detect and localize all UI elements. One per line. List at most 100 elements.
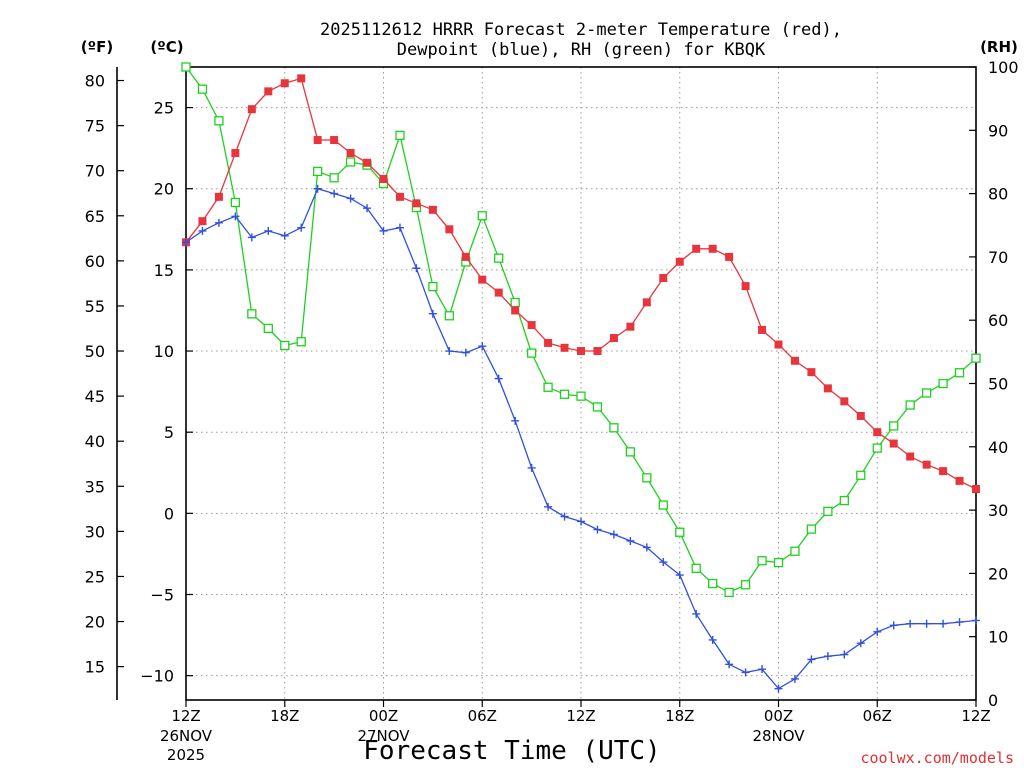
dewpoint-point — [445, 347, 454, 356]
celsius-tick-label: 25 — [154, 99, 174, 118]
dewpoint-line — [185, 187, 977, 690]
dewpoint-point — [247, 233, 256, 242]
dewpoint-point — [363, 204, 372, 213]
temperature-point — [478, 275, 487, 284]
rh-point — [214, 116, 224, 126]
rh-point — [675, 527, 685, 537]
rh-tick-label: 60 — [988, 311, 1008, 330]
rh-point — [181, 62, 191, 72]
rh-tick-label: 30 — [988, 501, 1008, 520]
dewpoint-point — [692, 609, 701, 618]
rh-tick-label: 0 — [988, 691, 998, 710]
temperature-point — [297, 74, 306, 83]
temperature-point — [445, 225, 454, 234]
temperature-point — [725, 252, 734, 261]
rh-point — [526, 348, 537, 358]
temperature-point — [527, 321, 536, 330]
temperature-point — [198, 217, 207, 226]
fahrenheit-tick-label: 55 — [85, 297, 105, 316]
dewpoint-point — [609, 530, 618, 539]
celsius-tick-label: −10 — [140, 667, 174, 686]
temperature-point — [609, 334, 618, 343]
dewpoint-point — [675, 571, 684, 580]
temperature-point — [593, 347, 602, 356]
rh-tick-label: 20 — [988, 564, 1008, 583]
fahrenheit-unit-label: (ºF) — [81, 38, 113, 56]
temperature-point — [247, 105, 256, 114]
dewpoint-point — [708, 635, 717, 644]
rh-point — [494, 253, 504, 263]
temperature-point — [214, 192, 223, 201]
rh-tick-label: 100 — [988, 58, 1019, 77]
dewpoint-point — [873, 627, 882, 636]
temperature-point — [675, 257, 684, 266]
rh-point — [329, 173, 339, 183]
dewpoint-point — [297, 223, 306, 232]
rh-unit-label: (RH) — [980, 38, 1018, 56]
rh-point — [740, 580, 751, 590]
temperature-point — [280, 79, 289, 88]
dewpoint-point — [577, 517, 585, 526]
dewpoint-point — [264, 226, 273, 235]
temperature-point — [577, 347, 585, 356]
celsius-tick-label: 0 — [164, 504, 174, 523]
temperature-point — [412, 199, 421, 208]
temperature-point — [395, 192, 404, 201]
rh-tick-label: 50 — [988, 375, 1008, 394]
temperature-point — [823, 384, 832, 393]
dewpoint-point — [939, 619, 948, 628]
dewpoint-point — [527, 463, 536, 472]
rh-tick-label: 10 — [988, 628, 1008, 647]
rh-point — [839, 495, 849, 506]
dewpoint-point — [741, 668, 750, 677]
temperature-point — [642, 298, 651, 307]
chart-title-line1: 2025112612 HRRR Forecast 2-meter Tempera… — [320, 20, 842, 40]
temperature-point — [379, 174, 388, 183]
rh-point — [592, 402, 603, 412]
rh-tick-label: 70 — [988, 248, 1008, 267]
fahrenheit-tick-label: 25 — [85, 567, 105, 586]
dewpoint-point — [659, 558, 668, 567]
rh-point — [708, 578, 718, 589]
rh-point — [872, 443, 882, 453]
dewpoint-point — [856, 639, 865, 648]
rh-point — [477, 211, 487, 221]
dewpoint-point — [972, 616, 980, 625]
temperature-point — [856, 411, 865, 420]
rh-point — [296, 337, 306, 347]
x-date-label: 27NOV — [357, 727, 410, 745]
temperature-point — [231, 149, 240, 158]
rh-point — [889, 421, 899, 431]
rh-tick-label: 40 — [988, 438, 1008, 457]
rh-point — [263, 323, 273, 334]
rh-point — [197, 84, 208, 94]
dewpoint-point — [840, 650, 849, 659]
temperature-point — [544, 338, 553, 347]
temperature-point — [922, 460, 931, 469]
celsius-tick-label: 5 — [164, 423, 174, 442]
dewpoint-point — [478, 342, 487, 351]
rh-point — [938, 378, 948, 389]
fahrenheit-tick-label: 15 — [85, 658, 105, 677]
dewpoint-point — [790, 674, 799, 683]
temperature-point — [906, 452, 915, 461]
temperature-point — [560, 343, 569, 352]
rh-point — [757, 556, 767, 566]
fahrenheit-tick-label: 80 — [85, 72, 105, 91]
temperature-point — [264, 87, 273, 96]
rh-point — [576, 391, 586, 401]
rh-point — [856, 470, 866, 480]
rh-point — [905, 400, 915, 410]
temperature-point — [840, 397, 849, 406]
dewpoint-point — [395, 223, 404, 232]
x-date-label: 28NOV — [752, 727, 805, 745]
rh-point — [313, 166, 323, 177]
dewpoint-point — [280, 231, 289, 240]
dewpoint-point — [182, 238, 190, 247]
temperature-point — [461, 252, 470, 261]
rh-point — [625, 447, 636, 457]
temperature-point — [494, 288, 503, 297]
temperature-point — [428, 205, 437, 214]
rh-point — [559, 389, 570, 399]
temperature-point — [774, 340, 783, 349]
